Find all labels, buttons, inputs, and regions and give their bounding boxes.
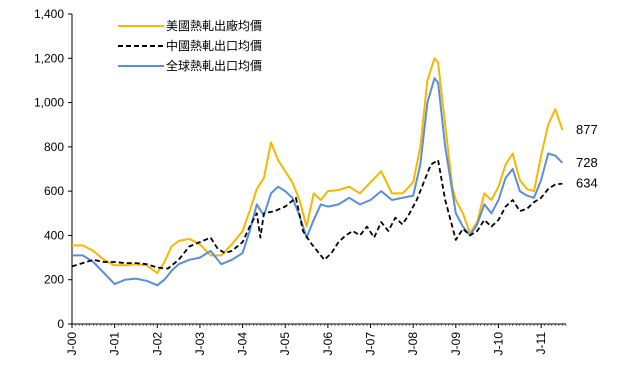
legend-label-2: 全球熱軋出口均價 [166, 58, 262, 73]
y-tick-label: 400 [44, 228, 64, 242]
x-tick-label: J-09 [449, 332, 463, 356]
series-line-2 [72, 77, 564, 287]
x-tick-label: J-11 [534, 332, 548, 355]
x-tick-label: J-01 [108, 332, 122, 356]
y-tick-label: 1,200 [34, 51, 64, 65]
series-layer [71, 57, 564, 287]
series-line-1 [71, 159, 563, 270]
x-tick-label: J-02 [150, 332, 164, 356]
y-tick-label: 600 [44, 184, 64, 198]
end-label-1: 728 [576, 155, 598, 170]
x-tick-label: J-04 [236, 332, 250, 356]
x-tick-label: J-06 [321, 332, 335, 356]
end-label-2: 634 [576, 176, 598, 191]
y-tick-label: 1,400 [34, 7, 64, 21]
x-tick-label: J-05 [278, 332, 292, 356]
y-tick-label: 800 [44, 140, 64, 154]
x-tick-label: J-10 [491, 332, 505, 356]
y-tick-label: 1,000 [34, 96, 64, 110]
x-axis: J-00 J-01 J-02 J-03 J-04 J-05 J-06 J-07 J-08 J-09… [65, 324, 567, 356]
end-labels: 877 728 634 [576, 122, 598, 191]
x-tick-label: J-07 [364, 332, 378, 356]
y-tick-label: 200 [44, 273, 64, 287]
y-tick-label: 0 [57, 317, 64, 331]
x-tick-label: J-03 [193, 332, 207, 356]
legend-label-0: 美國熱軋出廠均價 [166, 18, 262, 33]
x-tick-label: J-00 [65, 332, 79, 356]
series-line-0 [72, 57, 564, 275]
legend-label-1: 中國熱軋出口均價 [166, 38, 262, 53]
y-axis: 0 200 400 600 800 1,000 1,200 1,400 [34, 7, 72, 331]
x-tick-label: J-08 [406, 332, 420, 356]
plot-area [71, 14, 566, 325]
end-label-0: 877 [576, 122, 598, 137]
